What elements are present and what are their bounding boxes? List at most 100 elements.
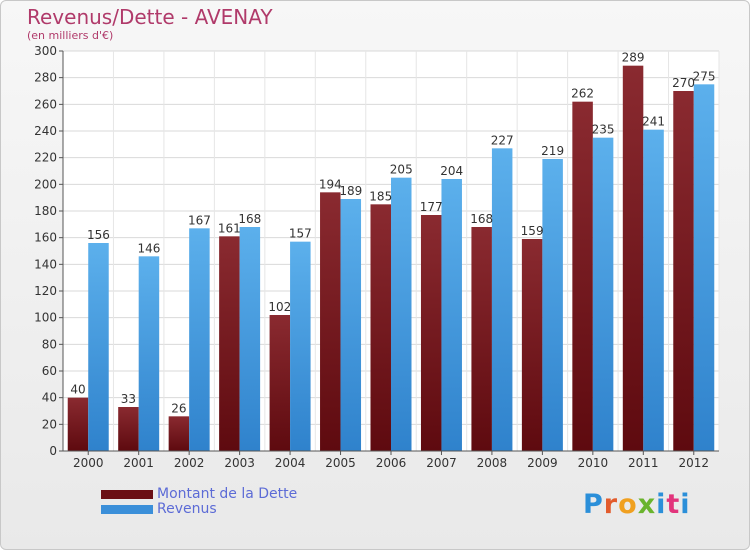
data-label-revenus: 219 — [541, 144, 564, 158]
data-label-dette: 289 — [622, 51, 645, 65]
x-tick-label: 2009 — [527, 456, 558, 470]
y-tick-label: 60 — [42, 364, 57, 378]
data-label-dette: 161 — [218, 221, 241, 235]
y-tick-label: 100 — [34, 311, 57, 325]
bar-revenus — [592, 137, 614, 451]
logo-letter: i — [680, 489, 691, 520]
y-tick-label: 300 — [34, 44, 57, 58]
bar-dette — [219, 236, 240, 451]
x-tick-label: 2002 — [174, 456, 205, 470]
y-tick-label: 80 — [42, 337, 57, 351]
y-tick-label: 180 — [34, 204, 57, 218]
x-tick-label: 2001 — [123, 456, 154, 470]
y-tick-label: 200 — [34, 177, 57, 191]
bar-dette — [673, 91, 694, 451]
bar-revenus — [391, 177, 412, 451]
data-label-dette: 194 — [319, 177, 342, 191]
bars — [67, 65, 715, 452]
bar-dette — [572, 101, 593, 452]
legend-swatch-dette — [101, 490, 153, 499]
legend-label-revenus: Revenus — [157, 501, 217, 517]
chart-title: Revenus/Dette - AVENAY — [27, 5, 273, 29]
bar-revenus — [239, 227, 261, 451]
bar-revenus — [138, 256, 160, 451]
logo-letter: x — [637, 489, 657, 520]
bar-dette — [521, 239, 543, 451]
data-label-dette: 270 — [672, 76, 695, 90]
data-label-revenus: 189 — [339, 184, 362, 198]
y-tick-label: 160 — [34, 231, 57, 245]
bar-revenus — [491, 148, 513, 452]
bar-dette — [67, 397, 89, 451]
x-tick-label: 2008 — [477, 456, 508, 470]
y-tick-label: 20 — [42, 417, 57, 431]
bar-dette — [420, 215, 442, 451]
bar-dette — [118, 407, 139, 451]
logo-letter: i — [656, 489, 667, 520]
data-label-dette: 185 — [369, 189, 392, 203]
x-tick-label: 2003 — [224, 456, 255, 470]
x-tick-label: 2004 — [275, 456, 306, 470]
bar-revenus — [441, 179, 462, 451]
proxiti-logo: Proxiti — [583, 489, 691, 520]
data-label-revenus: 146 — [137, 241, 160, 255]
data-label-revenus: 241 — [642, 115, 665, 129]
data-label-dette: 168 — [470, 212, 493, 226]
x-tick-label: 2007 — [426, 456, 457, 470]
y-tick-label: 260 — [34, 97, 57, 111]
data-label-dette: 26 — [171, 401, 186, 415]
bar-dette — [320, 192, 341, 452]
data-label-dette: 40 — [70, 383, 85, 397]
data-label-revenus: 235 — [592, 123, 615, 137]
bar-revenus — [88, 243, 109, 451]
data-label-dette: 262 — [571, 87, 594, 101]
data-label-revenus: 167 — [188, 213, 211, 227]
logo-letter: P — [583, 489, 604, 520]
data-label-dette: 177 — [420, 200, 443, 214]
data-label-revenus: 205 — [390, 163, 413, 177]
y-tick-label: 140 — [34, 257, 57, 271]
y-tick-label: 40 — [42, 391, 57, 405]
y-tick-label: 280 — [34, 71, 57, 85]
data-label-dette: 33 — [121, 392, 136, 406]
bar-revenus — [189, 228, 210, 451]
bar-revenus — [542, 159, 563, 451]
x-tick-label: 2011 — [628, 456, 659, 470]
bar-revenus — [290, 241, 311, 451]
y-tick-label: 220 — [34, 151, 57, 165]
data-label-revenus: 204 — [440, 164, 463, 178]
y-tick-label: 120 — [34, 284, 57, 298]
y-tick-label: 240 — [34, 124, 57, 138]
data-label-revenus: 157 — [289, 227, 312, 241]
axes: 0 20 40 60 80 100 120 140 160 180 200 220 240 260 280 3… — [34, 44, 719, 470]
bar-revenus — [643, 129, 664, 451]
x-tick-label: 2012 — [678, 456, 709, 470]
x-tick-label: 2006 — [376, 456, 407, 470]
bar-dette — [471, 227, 492, 451]
data-label-dette: 159 — [521, 224, 544, 238]
legend-label-dette: Montant de la Dette — [157, 486, 298, 502]
x-tick-label: 2010 — [578, 456, 609, 470]
data-label-revenus: 168 — [238, 212, 261, 226]
logo-letter: t — [666, 489, 681, 520]
x-tick-label: 2005 — [325, 456, 356, 470]
data-label-dette: 102 — [268, 300, 291, 314]
y-tick-label: 0 — [49, 444, 57, 458]
bar-dette — [370, 204, 391, 451]
bar-dette — [168, 416, 190, 451]
chart-subtitle: (en milliers d'€) — [27, 29, 114, 42]
x-tick-label: 2000 — [73, 456, 104, 470]
bar-revenus — [693, 84, 715, 451]
data-label-revenus: 156 — [87, 228, 110, 242]
logo-letter: r — [603, 489, 619, 520]
bar-revenus — [340, 199, 362, 451]
legend-swatch-revenus — [101, 505, 153, 514]
logo-letter: o — [618, 489, 638, 520]
data-label-revenus: 275 — [693, 69, 716, 83]
bar-dette — [269, 315, 291, 451]
bar-dette — [622, 65, 644, 452]
data-label-revenus: 227 — [491, 133, 514, 147]
